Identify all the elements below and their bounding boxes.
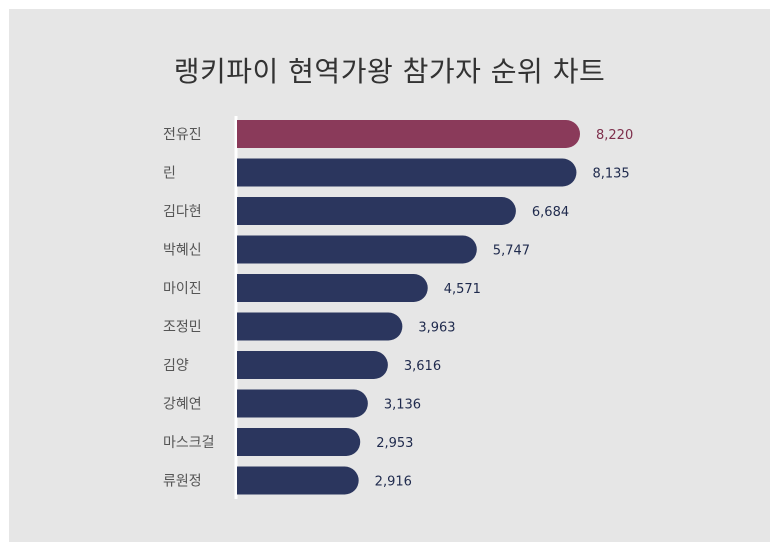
category-label-5: 조정민 <box>163 320 202 336</box>
category-label-1: 린 <box>163 166 176 182</box>
bar-5 <box>237 312 403 341</box>
chart-title: 랭키파이 현역가왕 참가자 순위 차트 <box>173 55 606 88</box>
bar-8 <box>237 428 361 456</box>
category-label-7: 강혜연 <box>163 397 202 413</box>
bar-0 <box>237 120 580 148</box>
value-label-3: 5,747 <box>493 244 530 259</box>
value-label-6: 3,616 <box>404 359 441 374</box>
bar-2 <box>237 197 516 225</box>
bar-7 <box>237 389 368 418</box>
category-label-2: 김다현 <box>163 204 202 220</box>
bar-3 <box>237 235 477 264</box>
bar-1 <box>237 158 577 187</box>
value-label-2: 6,684 <box>532 205 569 220</box>
category-label-0: 전유진 <box>163 127 202 143</box>
category-label-8: 마스크걸 <box>163 435 215 451</box>
category-label-9: 류원정 <box>163 474 202 490</box>
category-label-6: 김양 <box>163 358 189 374</box>
bar-9 <box>237 466 359 495</box>
category-label-3: 박혜신 <box>163 243 202 259</box>
bar-4 <box>237 274 428 302</box>
value-label-9: 2,916 <box>375 475 412 490</box>
value-label-5: 3,963 <box>418 321 455 336</box>
category-label-4: 마이진 <box>163 281 202 297</box>
value-label-1: 8,135 <box>592 167 629 182</box>
value-label-8: 2,953 <box>376 436 413 451</box>
bar-6 <box>237 351 388 379</box>
value-label-7: 3,136 <box>384 398 421 413</box>
value-label-4: 4,571 <box>444 282 481 297</box>
value-label-0: 8,220 <box>596 128 633 143</box>
